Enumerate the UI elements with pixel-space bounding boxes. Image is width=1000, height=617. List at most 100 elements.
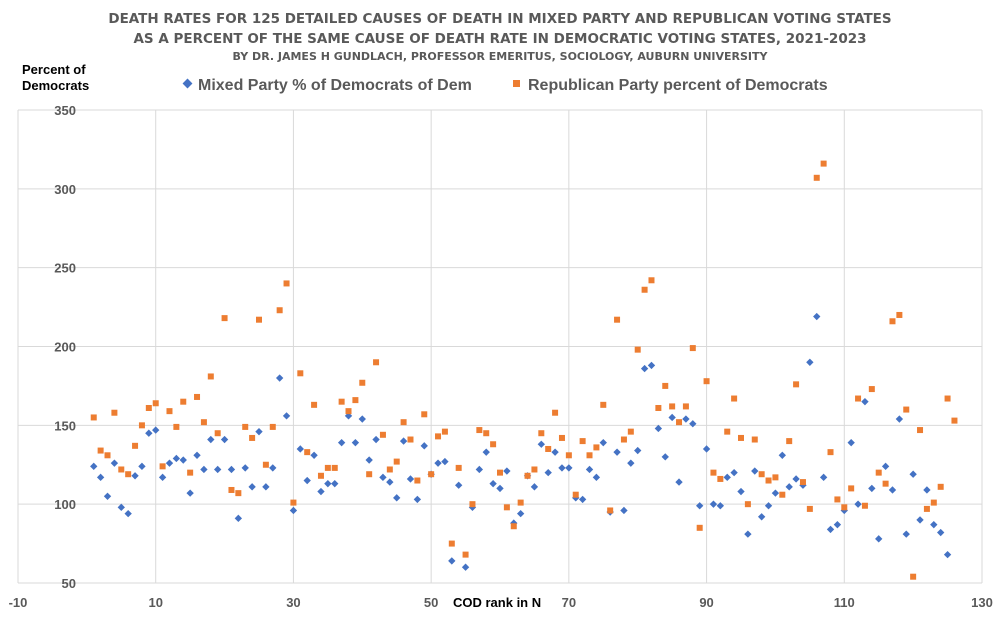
republican-point-22 (235, 490, 242, 497)
mixed-party-point-5 (117, 503, 125, 511)
mixed-party-point-70 (565, 464, 573, 472)
republican-point-33 (311, 401, 318, 408)
y-tick-label: 150 (54, 418, 76, 433)
republican-point-46 (400, 419, 407, 426)
republican-point-67 (545, 445, 552, 452)
republican-point-52 (441, 428, 448, 435)
republican-point-71 (572, 491, 579, 498)
mixed-party-point-105 (806, 358, 814, 366)
y-axis-label: Percent of Democrats (22, 62, 89, 93)
republican-point-35 (324, 464, 331, 471)
republican-point-97 (751, 436, 758, 443)
mixed-party-point-93 (723, 473, 731, 482)
republican-point-37 (338, 398, 345, 405)
mixed-party-point-92 (716, 502, 725, 510)
mixed-party-point-125 (943, 550, 952, 559)
mixed-party-point-65 (530, 483, 539, 491)
republican-point-100 (772, 474, 779, 481)
mixed-party-point-116 (881, 462, 890, 471)
mixed-party-point-122 (923, 486, 931, 494)
republican-point-7 (132, 442, 139, 449)
republican-point-17 (200, 419, 207, 426)
republican-point-25 (256, 316, 262, 323)
x-tick-label: 50 (424, 595, 438, 610)
republican-point-66 (538, 430, 545, 437)
mixed-party-point-80 (634, 446, 642, 455)
mixed-party-point-67 (544, 468, 552, 477)
republican-point-74 (593, 444, 600, 451)
mixed-party-point-111 (847, 438, 855, 447)
mixed-party-point-61 (503, 467, 511, 475)
republican-point-53 (448, 540, 455, 547)
x-tick-label: 70 (562, 595, 576, 610)
republican-point-120 (910, 573, 917, 580)
mixed-party-point-23 (241, 464, 249, 472)
republican-point-104 (799, 479, 806, 486)
republican-point-26 (262, 461, 269, 468)
mixed-party-point-18 (207, 435, 215, 444)
x-tick-label: 110 (834, 595, 855, 610)
mixed-party-point-22 (234, 514, 243, 523)
mixed-party-point-10 (152, 426, 160, 434)
mixed-party-point-114 (868, 484, 876, 493)
mixed-party-point-78 (620, 506, 628, 515)
mixed-party-point-7 (131, 472, 139, 480)
republican-point-24 (249, 434, 256, 441)
legend-marker-republican (513, 80, 520, 87)
mixed-party-point-113 (861, 398, 869, 406)
republican-point-50 (428, 471, 435, 478)
mixed-party-point-20 (220, 435, 229, 444)
republican-point-5 (118, 466, 125, 473)
republican-point-39 (352, 397, 359, 404)
mixed-party-point-84 (661, 453, 669, 461)
republican-point-72 (579, 438, 586, 445)
y-axis-ticks: 50 100 150 200 250 300 350 (54, 103, 76, 591)
mixed-party-point-11 (158, 473, 167, 482)
mixed-party-point-85 (668, 413, 676, 422)
mixed-party-point-43 (379, 473, 387, 482)
plot-area: 50 100 150 200 250 300 350 -10 10 30 50 70 90 110 130 (9, 103, 993, 610)
republican-point-28 (276, 307, 283, 314)
mixed-party-point-51 (434, 459, 442, 467)
republican-point-99 (765, 477, 772, 484)
mixed-party-point-79 (627, 459, 635, 467)
republican-point-93 (724, 428, 731, 435)
mixed-party-point-121 (916, 516, 924, 524)
republican-point-91 (710, 469, 717, 476)
mixed-party-point-99 (764, 502, 773, 510)
mixed-party-point-95 (737, 487, 745, 496)
republican-point-55 (462, 551, 469, 558)
republican-point-70 (565, 452, 572, 459)
mixed-party-point-45 (393, 494, 401, 502)
mixed-party-point-33 (310, 451, 318, 459)
republican-point-45 (393, 458, 400, 465)
legend-item-mixed: Mixed Party % of Democrats of Dem (182, 77, 472, 94)
mixed-party-point-88 (689, 420, 697, 428)
republican-point-44 (386, 466, 393, 473)
mixed-party-point-21 (227, 465, 236, 474)
republican-point-80 (634, 346, 641, 353)
republican-point-11 (159, 463, 166, 470)
mixed-party-point-100 (771, 489, 780, 497)
republican-point-92 (717, 475, 724, 482)
title-line-1: DEATH RATES FOR 125 DETAILED CAUSES OF D… (108, 11, 891, 27)
republican-point-125 (944, 395, 951, 402)
republican-point-48 (414, 477, 421, 484)
republican-point-27 (269, 423, 276, 430)
mixed-party-point-90 (702, 445, 711, 453)
republican-point-112 (855, 395, 862, 402)
republican-point-23 (242, 423, 249, 430)
mixed-party-point-52 (441, 457, 449, 466)
republican-point-57 (476, 427, 483, 434)
mixed-party-point-119 (902, 530, 910, 538)
republican-point-116 (882, 480, 889, 487)
mixed-party-point-75 (599, 438, 607, 447)
republican-point-121 (917, 427, 924, 434)
mixed-party-point-97 (751, 467, 759, 475)
republican-point-82 (648, 277, 655, 284)
mixed-party-point-73 (585, 465, 594, 474)
republican-point-78 (620, 436, 627, 443)
republican-point-42 (373, 359, 380, 366)
x-tick-label: 30 (286, 595, 300, 610)
mixed-party-point-87 (682, 415, 690, 423)
